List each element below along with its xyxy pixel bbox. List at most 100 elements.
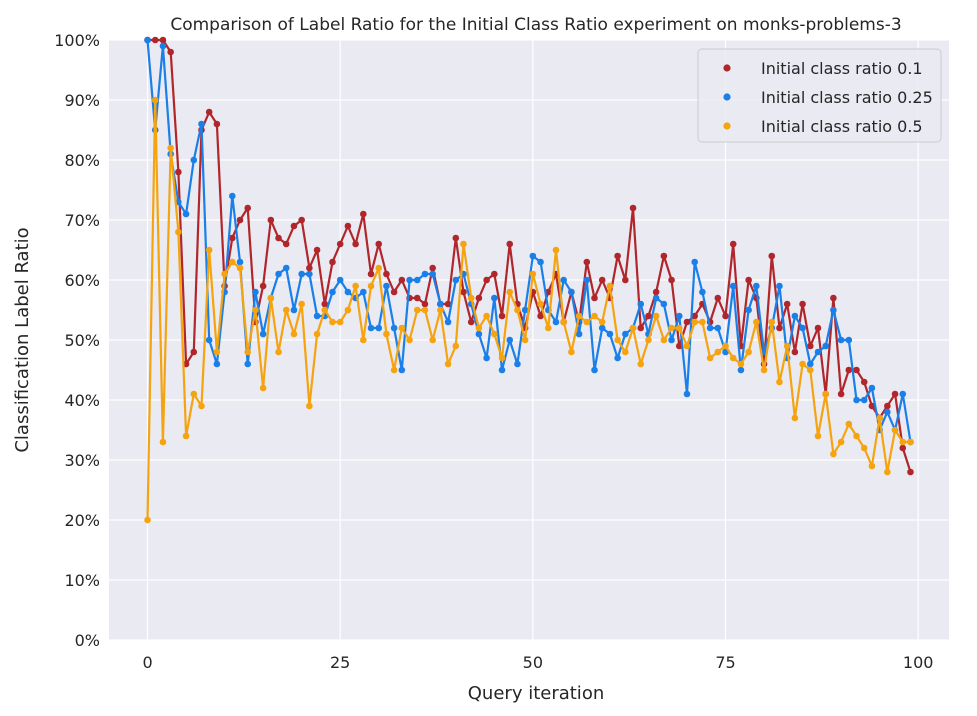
data-point bbox=[367, 324, 375, 332]
data-point bbox=[899, 390, 907, 398]
data-point bbox=[506, 336, 514, 344]
data-point bbox=[814, 324, 822, 332]
data-point bbox=[853, 432, 860, 440]
data-point bbox=[321, 306, 329, 314]
data-point bbox=[375, 264, 383, 272]
data-point bbox=[190, 390, 198, 398]
data-point bbox=[845, 366, 853, 374]
data-point bbox=[413, 306, 421, 314]
data-point bbox=[367, 282, 375, 290]
y-tick-labels: 0% 10% 20% 30% 40% 50% 60% 70% 80% 90% 100% bbox=[54, 31, 100, 650]
data-point bbox=[783, 342, 791, 350]
data-point bbox=[853, 366, 860, 374]
data-point bbox=[352, 240, 359, 248]
data-point bbox=[660, 300, 668, 308]
data-point bbox=[745, 306, 752, 314]
data-point bbox=[460, 288, 467, 296]
data-point bbox=[475, 324, 483, 332]
data-point bbox=[714, 294, 722, 302]
data-point bbox=[390, 288, 398, 296]
legend-entry: Initial class ratio 0.25 bbox=[761, 88, 933, 107]
data-point bbox=[475, 294, 483, 302]
x-axis-label: Query iteration bbox=[468, 683, 604, 704]
data-point bbox=[267, 216, 275, 224]
data-point bbox=[421, 270, 429, 278]
y-tick-label: 40% bbox=[64, 391, 100, 410]
data-point bbox=[637, 324, 645, 332]
data-point bbox=[622, 330, 629, 338]
data-point bbox=[236, 264, 244, 272]
y-tick-label: 10% bbox=[64, 571, 100, 590]
data-point bbox=[429, 270, 436, 278]
data-point bbox=[537, 258, 544, 266]
data-point bbox=[498, 312, 506, 320]
legend-entry: Initial class ratio 0.5 bbox=[761, 117, 923, 136]
data-point bbox=[668, 324, 675, 332]
data-point bbox=[529, 252, 537, 260]
data-point bbox=[729, 354, 737, 362]
data-point bbox=[845, 336, 853, 344]
data-point bbox=[768, 318, 776, 326]
data-point bbox=[660, 336, 668, 344]
data-point bbox=[668, 336, 675, 344]
data-point bbox=[606, 330, 614, 338]
x-tick-label: 75 bbox=[715, 653, 735, 672]
data-point bbox=[884, 468, 891, 476]
data-point bbox=[699, 318, 706, 326]
data-point bbox=[806, 342, 814, 350]
data-point bbox=[213, 348, 221, 356]
data-point bbox=[822, 342, 829, 350]
data-point bbox=[537, 312, 544, 320]
data-point bbox=[591, 294, 598, 302]
data-point bbox=[521, 336, 529, 344]
data-point bbox=[213, 360, 221, 368]
data-point bbox=[406, 276, 413, 284]
y-tick-label: 70% bbox=[64, 211, 100, 230]
data-point bbox=[313, 312, 321, 320]
data-point bbox=[668, 276, 675, 284]
data-point bbox=[290, 222, 298, 230]
data-point bbox=[622, 348, 629, 356]
data-point bbox=[383, 282, 390, 290]
data-point bbox=[267, 294, 275, 302]
legend-marker bbox=[723, 64, 731, 72]
data-point bbox=[729, 240, 737, 248]
data-point bbox=[352, 282, 359, 290]
data-point bbox=[884, 402, 891, 410]
data-point bbox=[868, 402, 876, 410]
data-point bbox=[421, 300, 429, 308]
data-point bbox=[175, 168, 182, 176]
data-point bbox=[614, 252, 621, 260]
data-point bbox=[259, 282, 267, 290]
data-point bbox=[498, 366, 506, 374]
data-point bbox=[375, 324, 383, 332]
legend: Initial class ratio 0.1 Initial class rat… bbox=[697, 48, 942, 143]
data-point bbox=[360, 210, 367, 218]
x-tick-label: 25 bbox=[330, 653, 350, 672]
data-point bbox=[806, 360, 814, 368]
data-point bbox=[652, 294, 660, 302]
data-point bbox=[876, 414, 883, 422]
series-2 bbox=[144, 36, 914, 446]
data-point bbox=[336, 318, 344, 326]
data-point bbox=[683, 318, 691, 326]
data-point bbox=[406, 336, 413, 344]
data-point bbox=[306, 264, 313, 272]
y-tick-label: 80% bbox=[64, 151, 100, 170]
data-point bbox=[699, 288, 706, 296]
data-point bbox=[282, 240, 290, 248]
data-point bbox=[467, 294, 475, 302]
data-point bbox=[306, 270, 313, 278]
data-point bbox=[783, 300, 791, 308]
data-point bbox=[868, 462, 876, 470]
data-point bbox=[776, 282, 783, 290]
data-point bbox=[691, 318, 698, 326]
data-point bbox=[151, 36, 159, 44]
y-tick-label: 90% bbox=[64, 91, 100, 110]
x-tick-label: 100 bbox=[903, 653, 934, 672]
data-point bbox=[907, 468, 914, 476]
data-point bbox=[714, 324, 722, 332]
y-axis-label: Classification Label Ratio bbox=[12, 227, 33, 452]
data-point bbox=[444, 300, 452, 308]
series-line bbox=[146, 39, 912, 443]
